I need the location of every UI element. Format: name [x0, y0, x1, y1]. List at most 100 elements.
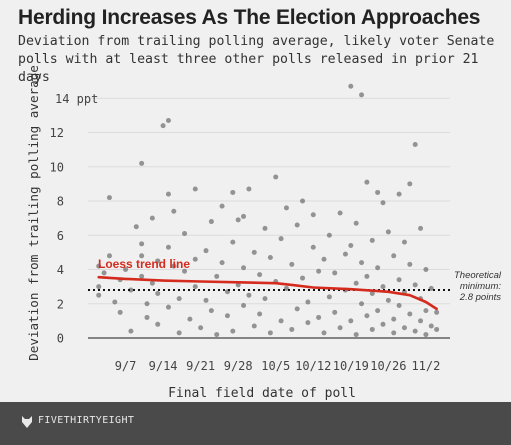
- poll-point: [348, 83, 354, 89]
- poll-point: [380, 321, 386, 327]
- poll-point: [428, 323, 434, 329]
- poll-point: [407, 311, 413, 317]
- poll-point: [165, 304, 171, 310]
- poll-point: [289, 326, 295, 332]
- poll-point: [160, 123, 166, 129]
- x-tick-label: 10/12: [295, 359, 331, 373]
- poll-point: [149, 280, 155, 286]
- x-tick-label: 10/19: [333, 359, 369, 373]
- poll-point: [396, 302, 402, 308]
- poll-point: [337, 210, 343, 216]
- poll-point: [385, 297, 391, 303]
- poll-point: [300, 275, 306, 281]
- poll-point: [359, 92, 365, 98]
- y-tick-label: 0: [57, 332, 64, 346]
- poll-point: [364, 273, 370, 279]
- x-tick-label: 9/14: [149, 359, 178, 373]
- poll-point: [321, 330, 327, 336]
- poll-point: [176, 296, 182, 302]
- poll-point: [246, 186, 252, 192]
- reference-label: minimum:: [460, 281, 502, 292]
- chart-title: Herding Increases As The Election Approa…: [18, 6, 481, 29]
- y-tick-label: 4: [57, 263, 64, 277]
- poll-point: [241, 213, 247, 219]
- poll-point: [219, 260, 225, 266]
- poll-point: [246, 292, 252, 298]
- poll-point: [257, 272, 263, 278]
- poll-point: [182, 231, 188, 237]
- x-tick-label: 10/5: [261, 359, 290, 373]
- poll-point: [203, 248, 209, 254]
- y-tick-label: 8: [57, 195, 64, 209]
- poll-point: [128, 328, 134, 334]
- poll-point: [273, 174, 279, 180]
- poll-point: [434, 326, 440, 332]
- poll-point: [203, 297, 209, 303]
- poll-point: [375, 308, 381, 314]
- poll-point: [267, 255, 273, 261]
- poll-point: [326, 294, 332, 300]
- poll-point: [182, 268, 188, 274]
- x-tick-label: 9/21: [186, 359, 215, 373]
- poll-point: [412, 328, 418, 334]
- poll-point: [332, 270, 338, 276]
- poll-point: [401, 325, 407, 331]
- trend-line: [97, 275, 438, 311]
- poll-point: [396, 191, 402, 197]
- poll-point: [165, 244, 171, 250]
- footer-brand: FIVETHIRTYEIGHT: [38, 415, 135, 426]
- poll-point: [364, 313, 370, 319]
- poll-point: [294, 222, 300, 228]
- poll-point: [198, 325, 204, 331]
- poll-point: [123, 267, 129, 273]
- poll-point: [219, 203, 225, 209]
- poll-point: [353, 280, 359, 286]
- y-tick-label: 10: [50, 160, 64, 174]
- poll-point: [112, 299, 118, 305]
- poll-point: [133, 224, 139, 230]
- poll-point: [359, 260, 365, 266]
- poll-point: [423, 308, 429, 314]
- poll-point: [230, 239, 236, 245]
- y-tick-label: 2: [57, 297, 64, 311]
- poll-point: [407, 181, 413, 187]
- poll-point: [401, 239, 407, 245]
- trend-line-label: Loess trend line: [98, 257, 190, 271]
- poll-point: [155, 290, 161, 296]
- poll-point: [96, 292, 102, 298]
- poll-point: [139, 273, 145, 279]
- poll-point: [149, 215, 155, 221]
- poll-point: [171, 263, 177, 269]
- poll-point: [391, 330, 397, 336]
- poll-point: [289, 261, 295, 267]
- x-tick-label: 9/28: [224, 359, 253, 373]
- y-tick-label: 12: [50, 126, 64, 140]
- poll-point: [353, 332, 359, 338]
- poll-point: [251, 249, 257, 255]
- chart-subtitle: Deviation from trailing polling average,…: [18, 34, 495, 85]
- poll-point: [278, 318, 284, 324]
- poll-point: [380, 200, 386, 206]
- poll-point: [235, 217, 241, 223]
- poll-point: [337, 325, 343, 331]
- poll-point: [375, 265, 381, 271]
- poll-point: [208, 308, 214, 314]
- poll-point: [262, 296, 268, 302]
- poll-point: [434, 309, 440, 315]
- poll-point: [375, 189, 381, 195]
- poll-point: [283, 205, 289, 211]
- reference-label: 2.8 points: [459, 292, 501, 303]
- poll-point: [418, 225, 424, 231]
- poll-point: [369, 237, 375, 243]
- poll-point: [230, 189, 236, 195]
- poll-point: [144, 301, 150, 307]
- poll-point: [423, 267, 429, 273]
- poll-point: [155, 321, 161, 327]
- poll-point: [139, 241, 145, 247]
- poll-point: [294, 306, 300, 312]
- poll-point: [412, 282, 418, 288]
- poll-point: [412, 142, 418, 148]
- poll-point: [369, 326, 375, 332]
